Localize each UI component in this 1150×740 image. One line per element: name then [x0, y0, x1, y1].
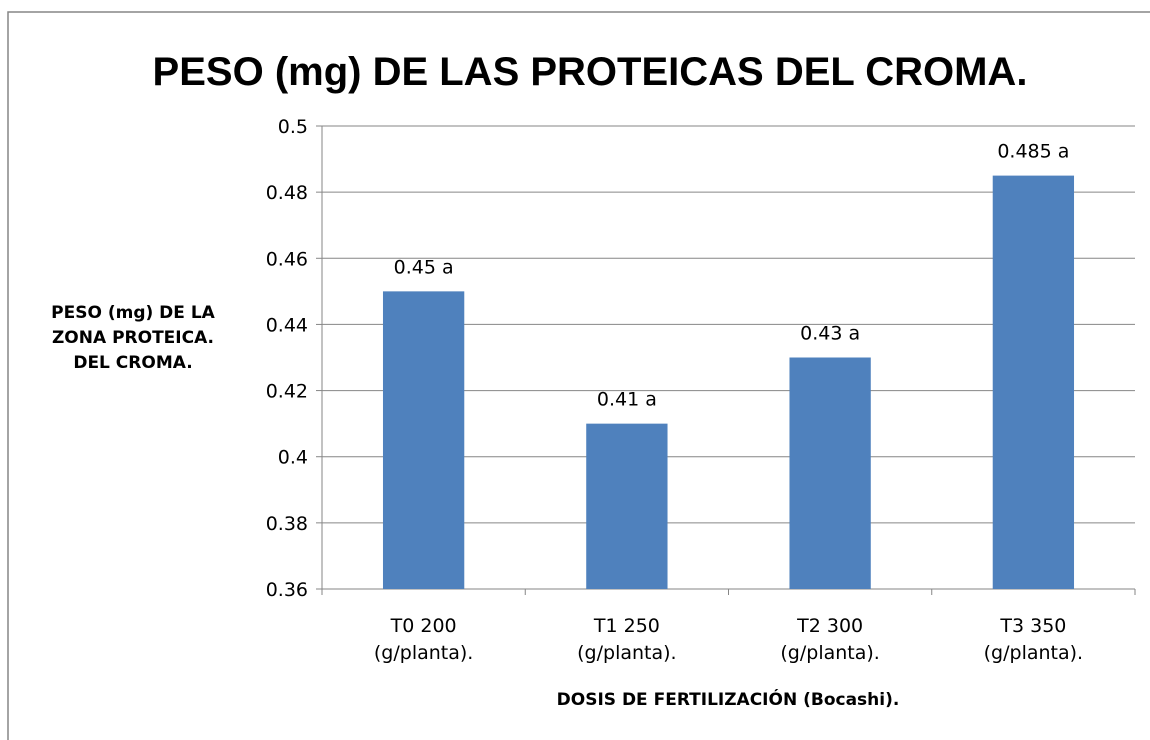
x-axis-label: DOSIS DE FERTILIZACIÓN (Bocashi).: [557, 688, 900, 710]
x-tick-label: T2 300 (g/planta).: [780, 615, 879, 664]
y-tick-label: 0.38: [266, 513, 308, 535]
bar: [992, 175, 1075, 589]
y-tick-label: 0.46: [266, 248, 308, 270]
chart-title: PESO (mg) DE LAS PROTEICAS DEL CROMA.: [153, 50, 1028, 94]
bar: [586, 423, 668, 589]
chart-border: [7, 11, 1150, 740]
y-tick-label: 0.42: [266, 381, 308, 403]
bar: [382, 291, 465, 589]
y-tick-label: 0.4: [278, 447, 308, 469]
data-label: 0.41 a: [597, 389, 657, 411]
y-tick-label: 0.36: [266, 579, 308, 601]
y-tick-label: 0.44: [266, 314, 308, 336]
x-tick-label: T1 250 (g/planta).: [577, 615, 676, 664]
y-tick-label: 0.5: [278, 116, 308, 138]
data-label: 0.485 a: [997, 141, 1069, 163]
data-label: 0.45 a: [394, 256, 454, 278]
data-label: 0.43 a: [800, 323, 860, 345]
y-tick-label: 0.48: [266, 182, 308, 204]
y-axis-label: PESO (mg) DE LA ZONA PROTEICA. DEL CROMA.: [51, 303, 216, 373]
x-tick-label: T3 350 (g/planta).: [984, 615, 1083, 664]
bar: [789, 357, 871, 589]
x-tick-label: T0 200 (g/planta).: [374, 615, 473, 664]
